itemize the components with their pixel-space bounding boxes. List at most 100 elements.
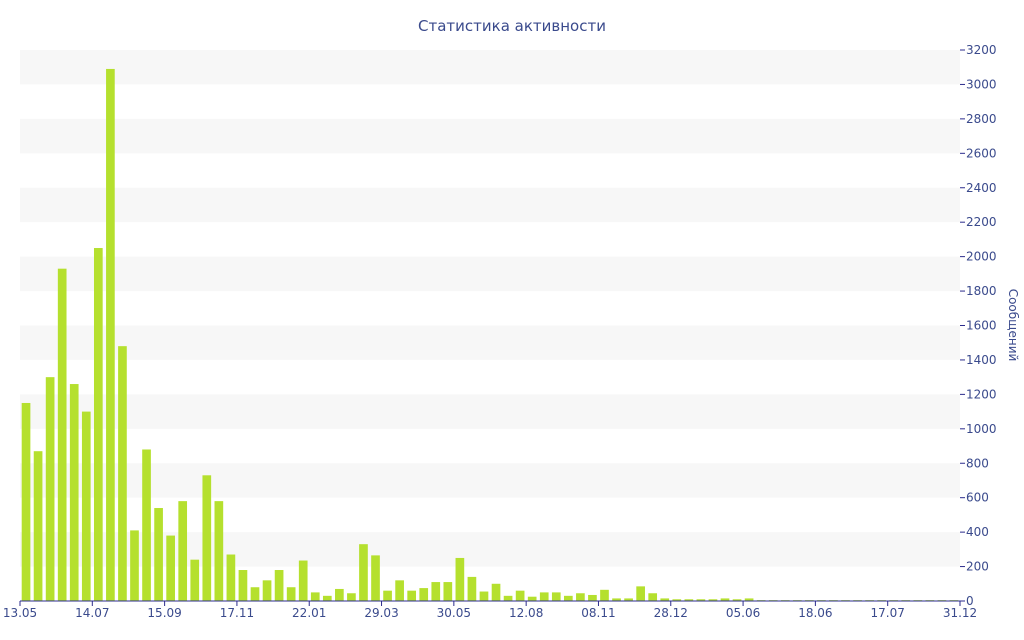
bar [21,402,31,601]
bar [226,554,236,601]
bar [335,588,344,601]
x-tick-label: 15.09 [147,606,181,620]
x-tick-label: 30.05 [437,606,471,620]
bar [130,530,139,601]
bar [250,587,260,601]
bar [395,580,404,601]
x-tick-label: 29.03 [364,606,398,620]
bar [93,248,103,601]
bar [588,594,597,601]
bar [455,557,465,601]
bar [202,475,212,601]
bar [298,560,308,601]
bar [190,559,200,601]
bar [322,595,332,601]
bar [33,451,43,601]
bar [720,598,730,601]
bar [142,449,151,601]
bar [527,596,537,601]
bar [648,593,658,601]
x-tick-label: 13.05 [3,606,37,620]
grid-band [20,532,960,567]
y-tick-label: 200 [966,560,989,574]
bar [347,593,356,601]
grid-band [20,325,960,360]
grid-bands [20,50,960,567]
bar [419,588,429,601]
bar [732,599,742,601]
y-tick-label: 2600 [966,146,997,160]
bar [310,592,320,601]
x-tick-label: 17.11 [220,606,254,620]
x-tick-label: 28.12 [654,606,688,620]
bar [576,593,585,601]
x-tick-label: 22.01 [292,606,326,620]
bar [69,384,79,601]
bar [274,570,284,601]
y-tick-label: 800 [966,456,989,470]
bar [636,586,645,601]
grid-band [20,256,960,292]
grid-band [20,394,960,429]
bar [359,544,368,601]
bar [371,555,380,601]
y-tick-label: 1200 [966,387,997,401]
y-tick-label: 1600 [966,319,997,333]
y-ticks: 0 200 400 600 800 1000 1200 1400 1600 1800 2000 220… [960,43,997,608]
y-tick-label: 600 [966,491,989,505]
y-tick-label: 3000 [966,77,997,91]
bar [238,570,248,601]
x-tick-label: 12.08 [509,606,543,620]
bar [443,582,453,601]
grid-band [20,50,960,85]
bar [624,598,633,601]
x-tick-label: 14.07 [75,606,109,620]
y-tick-label: 2400 [966,181,997,195]
x-tick-label: 05.06 [726,606,760,620]
x-tick-label: 08.11 [581,606,615,620]
bar [154,508,163,601]
grid-band [20,118,960,154]
bar [407,590,417,601]
x-ticks: 13.05 14.07 15.09 17.11 22.01 29.03 30.05 12.08… [3,601,977,620]
bar [563,595,573,601]
bar [744,598,754,601]
x-tick-label: 18.06 [798,606,832,620]
bar [491,583,501,601]
bar [57,268,67,601]
bar [515,590,525,601]
y-tick-label: 2800 [966,112,997,126]
bar [286,587,296,601]
y-tick-label: 1400 [966,353,997,367]
bar [178,501,188,601]
bar [708,599,718,601]
bar [696,599,706,601]
bar [383,590,392,601]
bar [262,580,272,601]
bar [467,576,477,601]
bar [106,68,115,601]
bar [672,599,682,601]
bar [612,598,621,601]
bars-group [21,68,959,601]
y-tick-label: 0 [966,594,974,608]
bar [551,592,561,601]
bar [214,501,224,601]
bar [660,598,670,601]
bar [479,591,489,601]
bar [431,582,441,601]
bar [600,589,609,601]
y-tick-label: 1800 [966,284,997,298]
y-axis-label: Сообщений [1006,289,1020,362]
y-tick-label: 2200 [966,215,997,229]
x-tick-label: 31.12 [943,606,977,620]
chart-title: Статистика активности [418,17,606,35]
bar [503,595,513,601]
y-tick-label: 2000 [966,250,997,264]
bar [539,592,549,601]
y-tick-label: 3200 [966,43,997,57]
y-tick-label: 400 [966,525,989,539]
grid-band [20,187,960,223]
bar [118,346,127,601]
